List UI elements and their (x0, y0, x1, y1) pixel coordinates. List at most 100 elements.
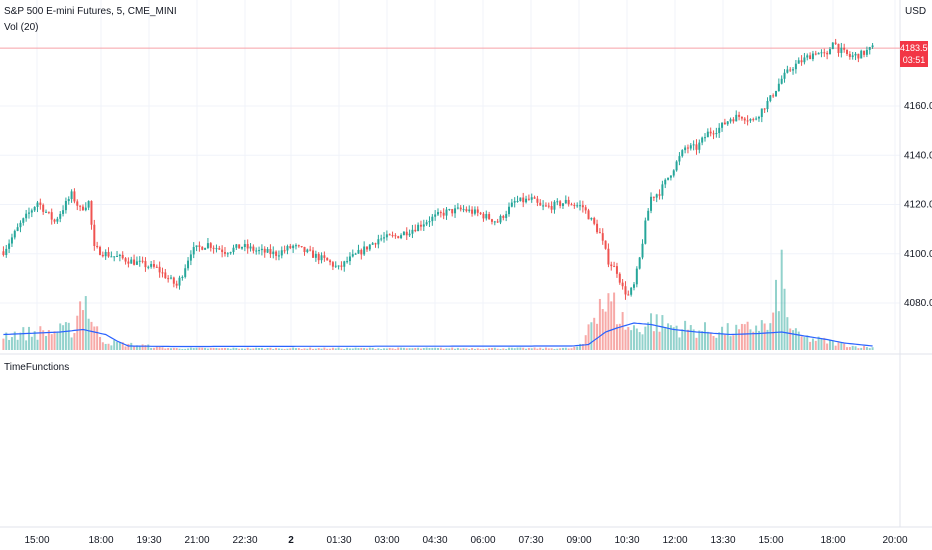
candle-body (840, 47, 843, 54)
candle-body (488, 214, 491, 220)
volume-bar (871, 347, 874, 350)
candle-body (8, 243, 11, 249)
volume-bar (522, 347, 525, 350)
volume-bar (53, 331, 56, 350)
candle-body (490, 219, 493, 222)
volume-bar (417, 347, 420, 350)
candle-body (380, 238, 383, 240)
candle-body (814, 53, 817, 55)
volume-bar (641, 334, 644, 350)
volume-bar (598, 298, 601, 350)
volume-bar (860, 347, 863, 350)
candle-body (255, 250, 258, 252)
candle-body (735, 114, 738, 122)
volume-bar (45, 335, 48, 350)
candle-body (459, 207, 462, 210)
candle-body (661, 184, 664, 196)
volume-bar (280, 348, 283, 350)
candle-body (468, 209, 471, 212)
volume-bar (187, 348, 190, 350)
volume-bar (374, 349, 377, 350)
candle-body (695, 144, 698, 150)
volume-bar (87, 318, 90, 350)
candle-body (485, 214, 488, 219)
price-tick-label: 4120.00 (904, 200, 932, 211)
candle-body (388, 234, 391, 236)
bar-countdown: 03:51 (902, 55, 926, 65)
candle-body (175, 283, 178, 286)
candle-body (192, 246, 195, 255)
volume-bar (738, 329, 741, 350)
volume-bar (593, 317, 596, 350)
candle-body (675, 161, 678, 171)
candle-body (286, 246, 289, 251)
candle-body (181, 276, 184, 278)
candle-body (729, 119, 732, 122)
candle-body (84, 207, 87, 211)
candle-body (738, 114, 741, 117)
candle-body (519, 197, 522, 202)
time-tick-label: 03:00 (374, 535, 399, 546)
candle-body (837, 43, 840, 54)
candle-body (817, 52, 820, 55)
candle-body (786, 69, 789, 73)
candle-body (33, 206, 36, 211)
volume-bar (107, 343, 110, 350)
candle-body (209, 243, 212, 248)
volume-bar (431, 347, 434, 350)
candle-body (167, 278, 170, 280)
candle-body (681, 150, 684, 157)
candle-body (689, 145, 692, 149)
time-axis: 15:00 18:00 19:30 21:00 22:30 2 01:30 03:00 04:3… (24, 535, 907, 546)
time-tick-label: 10:30 (614, 535, 639, 546)
candle-body (133, 259, 136, 265)
volume-bar (147, 344, 150, 350)
volume-bar (635, 328, 638, 350)
candle-body (860, 50, 863, 59)
volume-bar (505, 348, 508, 350)
volume-bar (701, 331, 704, 350)
volume-legend: Vol (20) (4, 22, 39, 33)
candle-body (144, 261, 147, 268)
volume-bar (110, 345, 113, 350)
volume-bar (564, 347, 567, 350)
volume-bar (831, 340, 834, 350)
candle-body (243, 244, 246, 248)
candle-body (417, 224, 420, 232)
candle-body (465, 209, 468, 212)
volume-bar (482, 348, 485, 350)
candle-body (704, 137, 706, 139)
volume-bar (763, 323, 766, 350)
volume-bar (189, 347, 192, 350)
candle-body (246, 244, 249, 249)
volume-bar (135, 345, 138, 350)
volume-bar (493, 347, 496, 350)
candle-body (792, 69, 795, 71)
time-tick-label: 01:30 (326, 535, 351, 546)
volume-bar (67, 322, 70, 350)
volume-bar (865, 347, 868, 350)
price-tick-label: 4080.00 (904, 298, 932, 309)
candle-body (326, 257, 329, 261)
candle-body (405, 231, 408, 236)
volume-bar (542, 348, 545, 350)
candle-body (854, 53, 857, 56)
volume-bar (138, 345, 141, 350)
candle-body (138, 260, 141, 262)
volume-bar (686, 329, 689, 350)
candle-body (456, 207, 459, 209)
candle-body (252, 246, 255, 251)
volume-bar (675, 325, 678, 350)
volume-bar (272, 349, 275, 350)
candle-body (627, 294, 630, 296)
candle-body (797, 60, 800, 64)
volume-bar (263, 348, 266, 350)
candle-body (87, 201, 90, 208)
volume-bar (170, 348, 172, 350)
candle-body (116, 256, 119, 258)
volume-bar (536, 348, 539, 350)
volume-bar (133, 346, 136, 350)
candle-body (127, 261, 130, 264)
candle-body (229, 252, 232, 254)
